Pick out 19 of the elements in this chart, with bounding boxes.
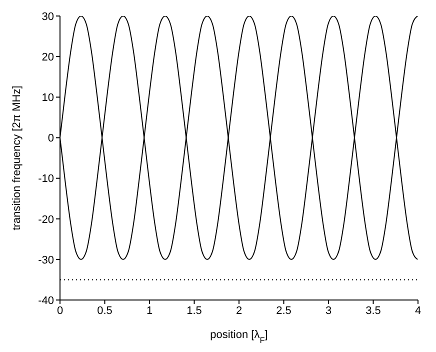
x-tick-label: 2: [236, 304, 242, 317]
y-tick-label: 0: [48, 132, 54, 145]
x-tick-label: 1.5: [186, 304, 202, 317]
y-axis-title: transition frequency [2π MHz]: [11, 86, 23, 230]
x-tick-label: 0: [56, 304, 64, 317]
y-tick-label: 20: [42, 51, 54, 64]
y-tick-label: -30: [38, 254, 54, 266]
y-tick-label: -40: [38, 294, 54, 307]
x-tick-label: 3: [325, 304, 332, 317]
x-tick-label: 2.5: [276, 304, 292, 317]
y-tick-label: -10: [38, 173, 54, 186]
x-tick-label: 0.5: [97, 304, 112, 317]
x-tick-label: 1: [146, 304, 153, 317]
y-tick-label: -20: [38, 214, 54, 226]
x-axis-title: position [λ$_{F}$]: [210, 329, 268, 344]
y-tick-label: 10: [42, 92, 54, 104]
x-tick-label: 4: [414, 304, 422, 317]
x-tick-label: 3.5: [366, 304, 381, 317]
y-tick-label: 30: [42, 10, 54, 23]
